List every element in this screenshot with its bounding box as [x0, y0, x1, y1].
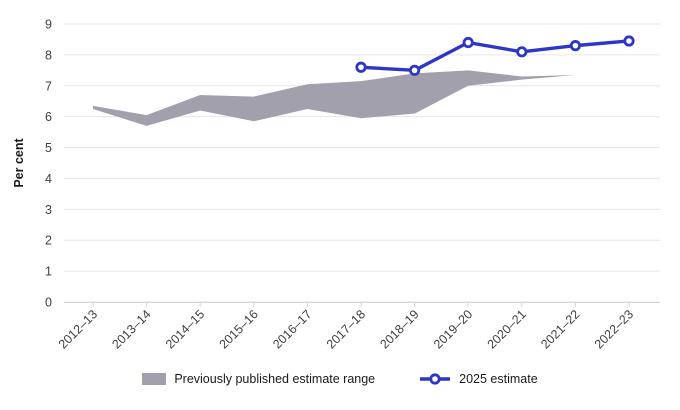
x-axis-tick-label: 2014–15 — [163, 307, 207, 351]
data-point-marker[interactable] — [569, 40, 582, 52]
y-axis-tick-label: 6 — [45, 110, 52, 124]
y-axis-tick-label: 0 — [45, 296, 52, 310]
x-axis-tick-label: 2022–23 — [592, 307, 636, 351]
x-axis-tick-label: 2015–16 — [217, 307, 261, 351]
x-axis-tick-label: 2017–18 — [324, 307, 368, 351]
y-axis-tick-label: 2 — [45, 234, 52, 248]
legend: Previously published estimate range 2025… — [0, 372, 680, 386]
data-point-marker[interactable] — [516, 46, 528, 58]
data-point-marker[interactable] — [623, 35, 635, 47]
x-axis-tick-label: 2021–22 — [538, 307, 582, 351]
y-axis-tick-label: 7 — [45, 79, 52, 93]
x-axis-tick-label: 2018–19 — [377, 307, 421, 351]
legend-item-estimate-range[interactable]: Previously published estimate range — [142, 372, 375, 386]
legend-label-estimate-range: Previously published estimate range — [174, 372, 376, 386]
x-axis-tick-label: 2016–17 — [270, 307, 314, 351]
estimate-range-area — [93, 70, 576, 126]
y-axis-tick-label: 3 — [45, 203, 52, 217]
y-axis-tick-label: 8 — [45, 48, 52, 62]
x-axis-tick-label: 2012–13 — [56, 307, 100, 351]
x-axis-tick-label: 2019–20 — [431, 307, 475, 351]
y-axis-tick-label: 5 — [45, 141, 52, 155]
data-point-marker[interactable] — [462, 36, 474, 49]
legend-item-2025-estimate[interactable]: 2025 estimate — [419, 372, 538, 386]
data-point-marker[interactable] — [355, 61, 367, 73]
estimate-line — [360, 39, 630, 73]
line-marker-glyph-icon — [420, 373, 451, 385]
range-swatch-icon — [142, 373, 167, 385]
data-point-marker[interactable] — [408, 64, 421, 76]
y-axis-tick-label: 4 — [45, 172, 52, 186]
y-axis-tick-label: 9 — [45, 18, 52, 32]
legend-label-2025-estimate: 2025 estimate — [459, 372, 538, 386]
x-axis-tick-label: 2013–14 — [109, 307, 153, 351]
x-axis-tick-label: 2020–21 — [485, 307, 529, 351]
y-axis-title: Per cent — [12, 138, 26, 188]
y-axis-tick-label: 1 — [45, 265, 52, 279]
